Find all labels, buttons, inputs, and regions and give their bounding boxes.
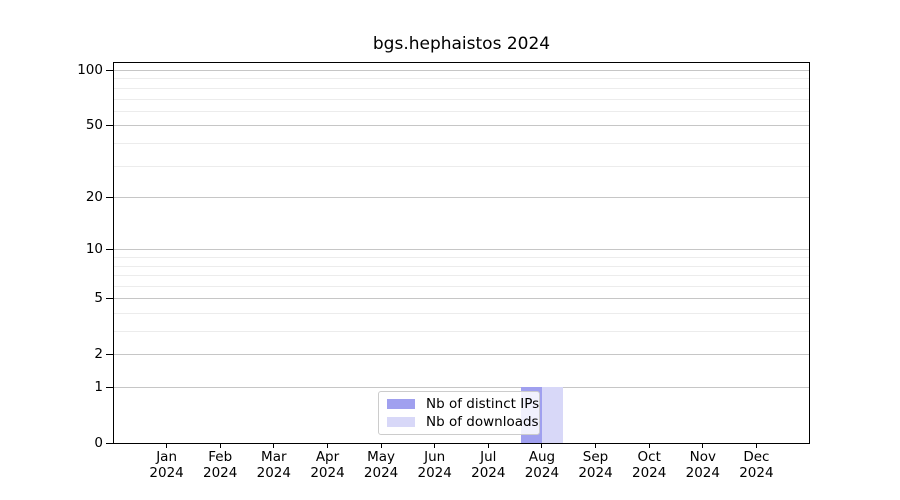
- x-tick-label: Jun 2024: [417, 449, 452, 481]
- gridline-major: [114, 70, 809, 71]
- y-tick-label: 20: [85, 189, 103, 205]
- x-tick-mark: [541, 444, 543, 449]
- x-tick-mark: [219, 444, 221, 449]
- bar-downloads-aug: [541, 386, 563, 443]
- y-tick-mark: [106, 353, 113, 355]
- x-tick-label: Dec 2024: [739, 449, 774, 481]
- gridline-minor: [114, 331, 809, 333]
- legend-label-distinct-ips: Nb of distinct IPs: [426, 395, 540, 412]
- x-tick-label: Jan 2024: [149, 449, 184, 481]
- gridline-minor: [114, 257, 809, 259]
- gridline-major: [114, 249, 809, 251]
- x-tick-mark: [327, 444, 328, 449]
- x-tick-mark: [380, 444, 382, 449]
- gridline-major: [114, 387, 809, 389]
- gridline-major: [114, 354, 809, 356]
- x-tick-label: Aug 2024: [524, 449, 560, 481]
- gridline-minor: [114, 165, 809, 167]
- x-tick-label: Jul 2024: [471, 449, 506, 481]
- legend-swatch-distinct-ips: [387, 398, 415, 409]
- gridline-minor: [114, 98, 809, 100]
- y-tick-label: 50: [85, 117, 103, 134]
- y-tick-label: 2: [94, 346, 103, 363]
- gridline-major: [114, 197, 809, 198]
- y-tick-mark: [106, 69, 113, 71]
- x-tick-mark: [273, 444, 275, 449]
- gridline-minor: [114, 142, 809, 144]
- gridline-minor: [114, 78, 809, 80]
- legend-swatch-downloads: [387, 417, 415, 428]
- gridline-major: [114, 298, 809, 300]
- x-tick-label: Oct 2024: [632, 449, 667, 481]
- y-tick-label: 100: [77, 62, 103, 78]
- x-tick-mark: [755, 444, 757, 449]
- x-tick-label: Apr 2024: [310, 449, 345, 481]
- x-tick-label: Nov 2024: [685, 449, 720, 481]
- x-tick-label: Feb 2024: [203, 449, 238, 481]
- gridline-minor: [114, 265, 809, 267]
- y-tick-label: 5: [94, 290, 103, 307]
- y-tick-label: 1: [94, 379, 103, 396]
- y-tick-mark: [106, 124, 113, 126]
- y-tick-mark: [106, 196, 113, 198]
- plot-area: [113, 62, 810, 444]
- x-tick-mark: [166, 444, 168, 449]
- gridline-minor: [114, 285, 809, 287]
- x-tick-mark: [595, 444, 596, 449]
- y-tick-mark: [106, 442, 113, 444]
- y-tick-mark: [106, 297, 113, 299]
- legend-item-distinct-ips: Nb of distinct IPs: [385, 396, 539, 412]
- gridline-minor: [114, 110, 809, 112]
- legend-item-downloads: Nb of downloads: [385, 414, 539, 430]
- y-tick-mark: [106, 386, 113, 388]
- chart-title: bgs.hephaistos 2024: [372, 34, 551, 54]
- gridline-minor: [114, 275, 809, 277]
- x-tick-label: Mar 2024: [256, 449, 291, 481]
- x-tick-mark: [434, 444, 436, 449]
- gridline-minor: [114, 87, 809, 89]
- x-tick-label: Sep 2024: [578, 449, 613, 481]
- x-tick-mark: [648, 444, 650, 449]
- legend: Nb of distinct IPs Nb of downloads: [378, 391, 540, 435]
- y-tick-mark: [106, 248, 113, 250]
- x-tick-label: May 2024: [363, 449, 399, 481]
- gridline-minor: [114, 313, 809, 315]
- x-tick-mark: [702, 444, 704, 449]
- y-tick-label: 10: [85, 241, 103, 258]
- y-tick-label: 0: [94, 435, 103, 452]
- gridline-major: [114, 125, 809, 127]
- x-tick-mark: [487, 444, 489, 449]
- legend-label-downloads: Nb of downloads: [426, 414, 539, 431]
